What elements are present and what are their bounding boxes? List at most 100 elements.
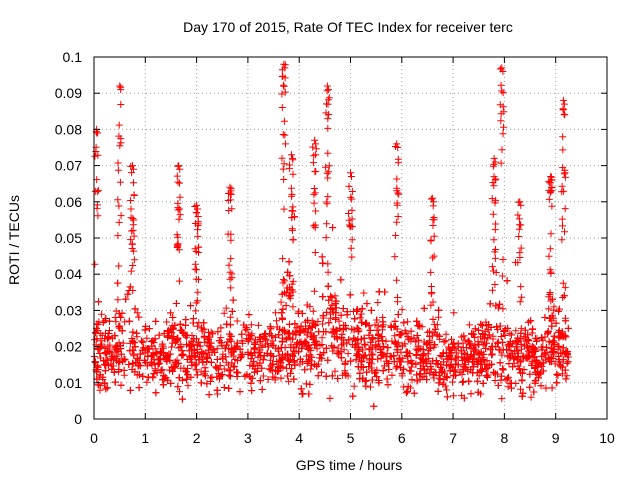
data-point xyxy=(143,334,151,342)
y-tick-label: 0.05 xyxy=(55,230,82,246)
data-point xyxy=(404,358,412,366)
data-point xyxy=(176,165,184,173)
data-point xyxy=(95,298,102,306)
data-point xyxy=(182,321,189,329)
data-point xyxy=(128,366,136,373)
data-point xyxy=(515,233,523,240)
data-point xyxy=(437,361,445,368)
data-point xyxy=(418,355,426,363)
data-point xyxy=(307,365,315,373)
data-point xyxy=(114,166,122,174)
data-point xyxy=(284,372,292,380)
data-point xyxy=(393,218,401,226)
data-point xyxy=(358,318,366,326)
data-point xyxy=(254,367,261,375)
data-point xyxy=(422,370,430,377)
y-tick-label: 0.06 xyxy=(55,194,82,210)
data-point xyxy=(256,338,264,346)
data-point xyxy=(281,277,289,285)
data-point xyxy=(537,369,545,377)
data-point xyxy=(309,307,317,315)
data-point xyxy=(376,343,384,351)
data-point xyxy=(288,151,295,159)
data-point xyxy=(160,330,168,337)
data-point xyxy=(176,211,184,219)
data-point xyxy=(292,331,300,339)
data-point xyxy=(173,172,181,180)
data-point xyxy=(500,108,508,116)
data-point xyxy=(116,322,124,330)
data-point xyxy=(284,355,292,363)
x-tick-label: 9 xyxy=(552,430,560,446)
data-point xyxy=(383,349,391,357)
data-point xyxy=(542,343,550,351)
data-point xyxy=(286,294,294,302)
data-point xyxy=(91,260,99,268)
data-point xyxy=(542,384,550,392)
data-point xyxy=(412,351,420,359)
data-point xyxy=(548,322,556,330)
data-point xyxy=(429,315,437,323)
data-point xyxy=(158,366,166,374)
data-point xyxy=(279,255,287,263)
data-point xyxy=(289,170,297,178)
data-point xyxy=(164,333,172,341)
data-point xyxy=(236,388,244,396)
data-point xyxy=(428,332,436,340)
data-point xyxy=(176,179,183,187)
x-tick-label: 3 xyxy=(244,430,252,446)
data-point xyxy=(385,360,393,367)
data-point xyxy=(400,365,408,373)
data-point xyxy=(546,315,554,322)
data-point xyxy=(335,350,343,358)
data-point xyxy=(205,328,212,336)
data-point xyxy=(228,270,236,278)
data-point xyxy=(347,169,354,177)
data-point xyxy=(185,340,193,348)
data-point xyxy=(420,304,428,312)
data-point xyxy=(559,164,567,172)
data-point xyxy=(442,330,450,338)
data-point xyxy=(128,169,136,177)
data-point xyxy=(471,325,479,333)
data-point xyxy=(353,352,361,360)
data-point xyxy=(407,327,415,335)
data-point xyxy=(394,159,402,167)
data-point xyxy=(214,328,222,336)
data-point xyxy=(548,183,556,191)
data-point xyxy=(430,198,438,206)
data-point xyxy=(216,375,223,383)
data-point xyxy=(498,64,506,72)
data-point xyxy=(125,317,133,325)
data-point xyxy=(225,207,233,214)
data-point xyxy=(155,356,163,364)
data-point xyxy=(368,350,376,358)
data-point xyxy=(517,385,524,393)
data-point xyxy=(309,143,317,151)
data-point xyxy=(525,349,533,357)
data-point xyxy=(419,357,427,365)
data-point xyxy=(449,340,457,348)
data-point xyxy=(491,281,499,288)
data-point xyxy=(319,293,327,301)
data-point xyxy=(348,223,356,231)
data-point xyxy=(467,366,475,373)
data-point xyxy=(278,338,286,346)
data-point xyxy=(459,378,466,386)
data-point xyxy=(280,176,288,183)
data-point xyxy=(427,268,435,276)
data-point xyxy=(133,329,141,337)
data-point xyxy=(486,300,494,308)
data-point xyxy=(354,363,362,371)
data-point xyxy=(442,337,450,345)
data-point xyxy=(234,369,242,377)
data-point xyxy=(207,374,215,382)
data-point xyxy=(111,378,119,386)
data-point xyxy=(498,87,506,95)
data-point xyxy=(327,292,335,300)
data-point xyxy=(233,317,241,325)
data-point xyxy=(295,348,303,356)
data-point xyxy=(348,253,356,261)
data-point xyxy=(281,64,289,72)
data-point xyxy=(352,341,360,349)
